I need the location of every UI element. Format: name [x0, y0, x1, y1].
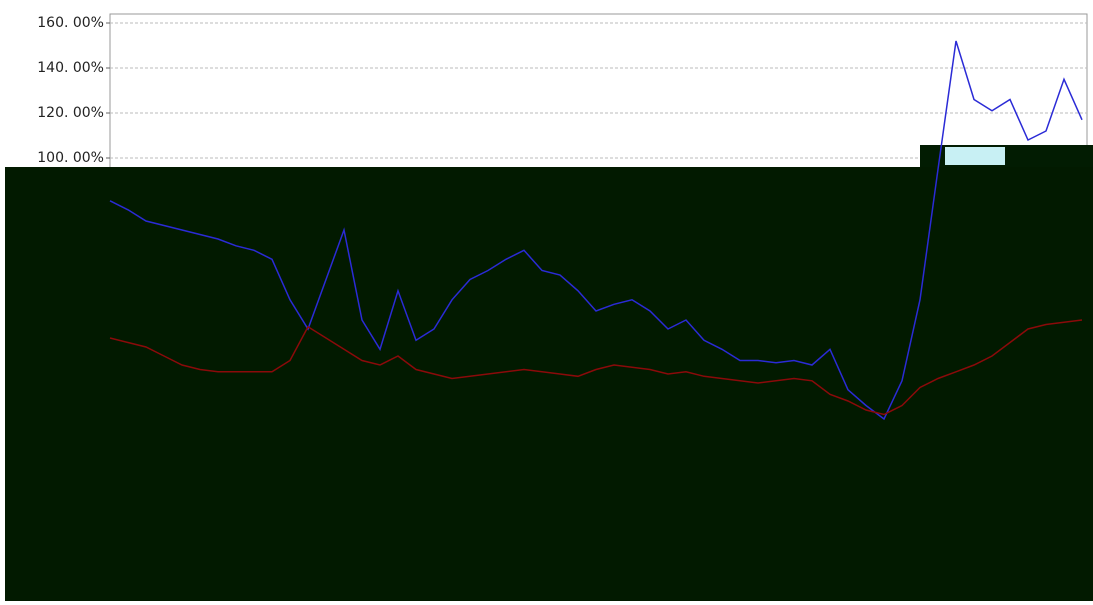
- series-line: [109, 40, 1083, 421]
- glitch-block: [5, 167, 1093, 601]
- y-tick-label: 140. 00%: [37, 60, 104, 76]
- y-tick-label: 120. 00%: [37, 105, 104, 121]
- y-tick-label: 100. 00%: [37, 150, 104, 166]
- grid: 100. 00% 120. 00% 140. 00% 160. 00%: [37, 15, 1087, 166]
- series-line: [109, 319, 1083, 416]
- lines: [109, 40, 1083, 421]
- glitch-block: [945, 147, 1005, 165]
- y-tick-label: 160. 00%: [37, 15, 104, 31]
